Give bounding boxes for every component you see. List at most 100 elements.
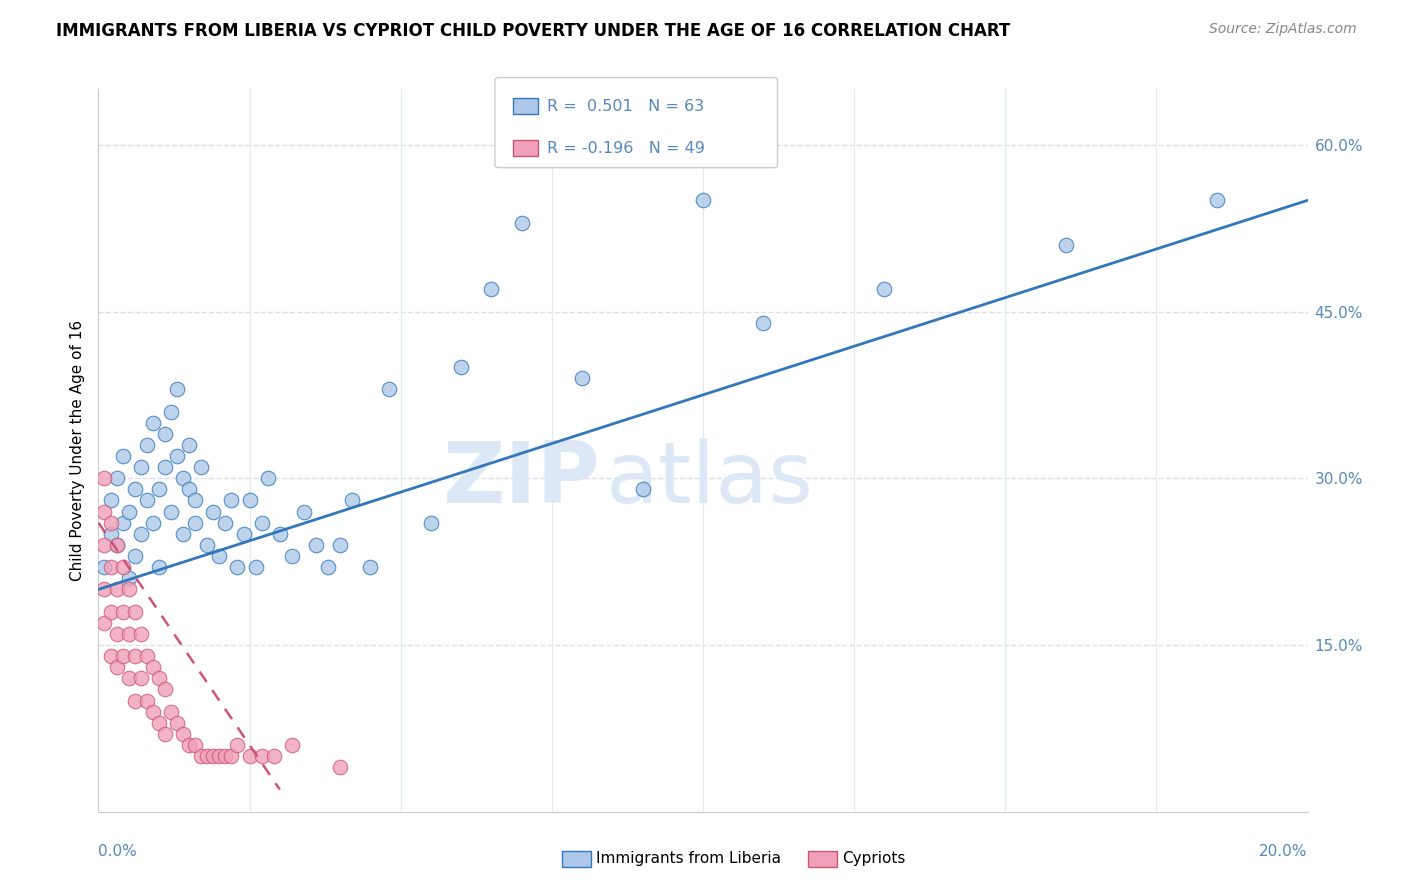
Point <box>305 538 328 552</box>
Point <box>214 749 236 764</box>
Point <box>111 449 134 463</box>
Point <box>148 671 170 685</box>
Point <box>166 382 188 396</box>
Point <box>195 749 218 764</box>
Point <box>142 705 165 719</box>
Point <box>93 505 115 519</box>
Point <box>202 505 225 519</box>
Point <box>100 605 122 619</box>
Point <box>481 282 503 296</box>
Point <box>342 493 364 508</box>
Point <box>100 493 122 508</box>
Point <box>124 693 146 707</box>
Text: 0.0%: 0.0% <box>98 844 138 859</box>
Point <box>166 715 188 730</box>
Point <box>179 483 201 497</box>
Point <box>142 516 165 530</box>
Point <box>873 282 896 296</box>
Point <box>142 416 165 430</box>
Point <box>160 505 183 519</box>
Point <box>100 560 122 574</box>
Point <box>692 194 714 208</box>
Point <box>111 649 134 664</box>
Point <box>105 538 128 552</box>
Point <box>184 493 207 508</box>
Point <box>221 749 243 764</box>
Point <box>111 516 134 530</box>
Point <box>148 715 170 730</box>
Point <box>239 749 262 764</box>
Point <box>111 605 134 619</box>
Y-axis label: Child Poverty Under the Age of 16: Child Poverty Under the Age of 16 <box>69 320 84 581</box>
Point <box>360 560 382 574</box>
Text: ZIP: ZIP <box>443 438 600 521</box>
Point <box>195 538 218 552</box>
Point <box>752 316 775 330</box>
Point <box>631 483 654 497</box>
Point <box>245 560 267 574</box>
Point <box>153 682 176 697</box>
Point <box>1054 237 1077 252</box>
Point <box>153 426 176 441</box>
Point <box>118 505 141 519</box>
Point <box>118 671 141 685</box>
Point <box>129 627 152 641</box>
Point <box>172 727 194 741</box>
Point <box>124 483 146 497</box>
Point <box>100 649 122 664</box>
Text: Immigrants from Liberia: Immigrants from Liberia <box>596 852 782 866</box>
Point <box>190 460 212 475</box>
Point <box>208 749 231 764</box>
Point <box>105 538 128 552</box>
Point <box>124 649 146 664</box>
Point <box>129 671 152 685</box>
Point <box>129 526 152 541</box>
Point <box>226 560 249 574</box>
Point <box>232 526 254 541</box>
Point <box>111 560 134 574</box>
Point <box>184 516 207 530</box>
Point <box>226 738 249 752</box>
Point <box>105 627 128 641</box>
Point <box>1206 194 1229 208</box>
Point <box>250 516 273 530</box>
Point <box>190 749 212 764</box>
Point <box>124 605 146 619</box>
Point <box>292 505 315 519</box>
Point <box>269 526 291 541</box>
Text: R = -0.196   N = 49: R = -0.196 N = 49 <box>547 141 704 155</box>
Point <box>118 582 141 597</box>
Point <box>148 483 170 497</box>
Text: IMMIGRANTS FROM LIBERIA VS CYPRIOT CHILD POVERTY UNDER THE AGE OF 16 CORRELATION: IMMIGRANTS FROM LIBERIA VS CYPRIOT CHILD… <box>56 22 1011 40</box>
Point <box>377 382 399 396</box>
Point <box>250 749 273 764</box>
Point <box>135 438 157 452</box>
Point <box>329 538 352 552</box>
Point <box>208 549 231 563</box>
Point <box>124 549 146 563</box>
Point <box>105 660 128 674</box>
Point <box>329 760 352 774</box>
Point <box>142 660 165 674</box>
Text: Cypriots: Cypriots <box>842 852 905 866</box>
Point <box>93 538 115 552</box>
Point <box>221 493 243 508</box>
Point <box>420 516 443 530</box>
Point <box>263 749 285 764</box>
Text: Source: ZipAtlas.com: Source: ZipAtlas.com <box>1209 22 1357 37</box>
Point <box>105 582 128 597</box>
Point <box>281 738 304 752</box>
Point <box>100 526 122 541</box>
Point <box>450 360 472 375</box>
Point <box>166 449 188 463</box>
Text: 20.0%: 20.0% <box>1260 844 1308 859</box>
Point <box>160 404 183 418</box>
Point <box>93 615 115 630</box>
Point <box>184 738 207 752</box>
Point <box>129 460 152 475</box>
Point <box>172 526 194 541</box>
Point <box>316 560 339 574</box>
Text: atlas: atlas <box>606 438 814 521</box>
Point <box>172 471 194 485</box>
Point <box>118 571 141 585</box>
